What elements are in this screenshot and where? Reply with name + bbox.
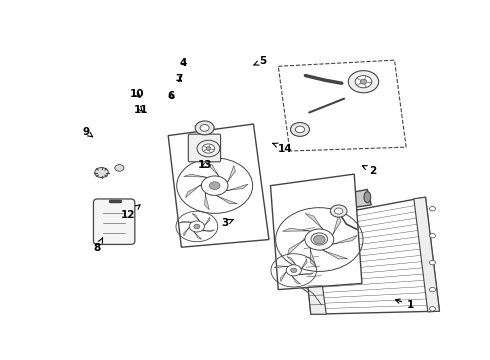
Text: 4: 4 bbox=[179, 58, 187, 68]
Circle shape bbox=[355, 76, 372, 88]
FancyBboxPatch shape bbox=[94, 199, 135, 244]
Polygon shape bbox=[280, 271, 287, 282]
Polygon shape bbox=[292, 275, 300, 284]
Polygon shape bbox=[310, 246, 317, 267]
Circle shape bbox=[348, 71, 379, 93]
Circle shape bbox=[197, 140, 220, 157]
Circle shape bbox=[335, 208, 343, 214]
Circle shape bbox=[295, 126, 304, 133]
Text: 7: 7 bbox=[175, 74, 183, 84]
Polygon shape bbox=[194, 231, 201, 239]
Circle shape bbox=[202, 144, 215, 153]
Text: 9: 9 bbox=[82, 127, 93, 137]
Polygon shape bbox=[321, 249, 347, 259]
Text: 1: 1 bbox=[395, 299, 414, 310]
Text: 6: 6 bbox=[168, 91, 175, 101]
Polygon shape bbox=[205, 162, 220, 177]
Text: 14: 14 bbox=[272, 143, 293, 153]
Polygon shape bbox=[414, 197, 440, 312]
Circle shape bbox=[209, 182, 220, 189]
Circle shape bbox=[311, 233, 328, 245]
Circle shape bbox=[200, 125, 209, 131]
Circle shape bbox=[195, 121, 214, 135]
Circle shape bbox=[305, 229, 334, 250]
Ellipse shape bbox=[364, 192, 371, 203]
Text: 3: 3 bbox=[221, 219, 234, 228]
Circle shape bbox=[201, 176, 228, 195]
Text: 12: 12 bbox=[121, 205, 140, 220]
Text: 13: 13 bbox=[198, 160, 213, 170]
Polygon shape bbox=[270, 174, 362, 289]
Polygon shape bbox=[184, 227, 190, 236]
Polygon shape bbox=[305, 213, 323, 230]
Polygon shape bbox=[332, 215, 341, 236]
Polygon shape bbox=[186, 184, 203, 198]
Polygon shape bbox=[215, 194, 237, 204]
Circle shape bbox=[286, 265, 301, 276]
Circle shape bbox=[429, 234, 436, 238]
Circle shape bbox=[291, 122, 310, 136]
Polygon shape bbox=[201, 230, 215, 231]
Polygon shape bbox=[224, 184, 248, 191]
Polygon shape bbox=[301, 197, 440, 314]
Circle shape bbox=[429, 307, 436, 311]
Polygon shape bbox=[184, 174, 209, 178]
Polygon shape bbox=[287, 257, 296, 266]
Circle shape bbox=[189, 221, 204, 232]
Circle shape bbox=[429, 207, 436, 211]
Circle shape bbox=[95, 167, 108, 177]
Polygon shape bbox=[288, 239, 306, 255]
Circle shape bbox=[206, 147, 211, 150]
Polygon shape bbox=[179, 221, 193, 223]
Circle shape bbox=[429, 260, 436, 265]
Text: 8: 8 bbox=[94, 238, 103, 253]
Text: 2: 2 bbox=[363, 166, 376, 176]
Polygon shape bbox=[168, 124, 269, 247]
Polygon shape bbox=[301, 218, 326, 314]
Circle shape bbox=[314, 235, 325, 244]
Text: 10: 10 bbox=[130, 90, 145, 99]
Polygon shape bbox=[298, 273, 314, 275]
Polygon shape bbox=[226, 166, 235, 183]
Circle shape bbox=[330, 205, 347, 217]
Circle shape bbox=[360, 79, 367, 84]
Circle shape bbox=[194, 224, 200, 229]
Circle shape bbox=[291, 268, 297, 273]
Text: 11: 11 bbox=[134, 105, 148, 115]
Polygon shape bbox=[274, 266, 290, 268]
Polygon shape bbox=[205, 192, 209, 210]
Polygon shape bbox=[192, 213, 200, 222]
Polygon shape bbox=[300, 259, 307, 270]
Polygon shape bbox=[330, 235, 357, 244]
Polygon shape bbox=[204, 217, 210, 226]
Polygon shape bbox=[325, 189, 371, 211]
Circle shape bbox=[115, 165, 124, 171]
FancyBboxPatch shape bbox=[188, 134, 220, 162]
Text: 5: 5 bbox=[253, 56, 266, 66]
Circle shape bbox=[429, 287, 436, 292]
Polygon shape bbox=[283, 228, 312, 231]
